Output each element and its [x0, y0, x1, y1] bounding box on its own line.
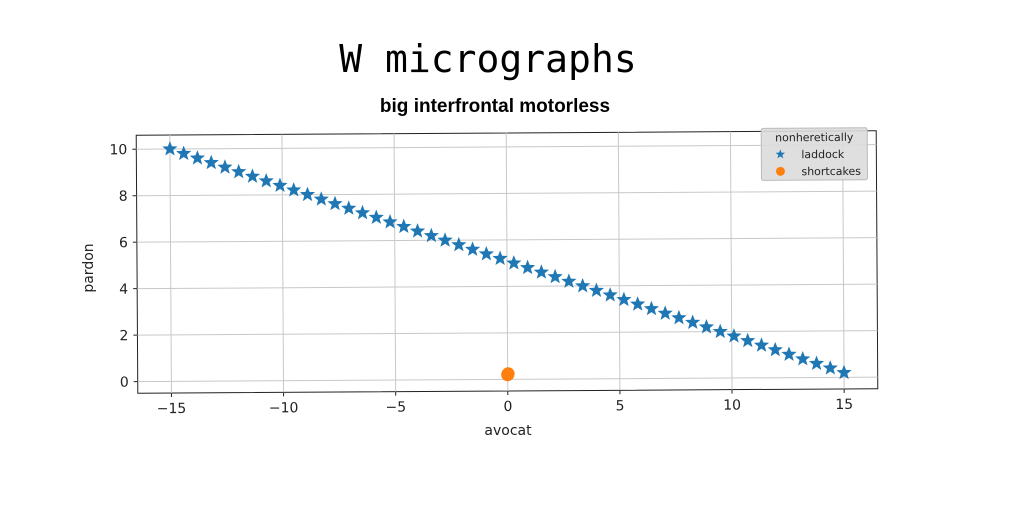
- x-gridline: [393, 133, 397, 392]
- y-tick-label: 6: [119, 235, 128, 251]
- series-point-laddock: [272, 177, 288, 193]
- y-tick-label: 2: [119, 328, 128, 344]
- y-gridline: [136, 237, 877, 243]
- x-gridline: [169, 135, 172, 394]
- chart-subtitle: big interfrontal motorless: [380, 96, 610, 117]
- series-point-laddock: [767, 341, 783, 357]
- series-point-laddock: [299, 186, 316, 202]
- y-gridline: [136, 190, 877, 197]
- series-point-laddock: [726, 328, 742, 343]
- series-point-shortcakes: [501, 367, 515, 381]
- legend: nonheretically laddock shortcakes: [760, 127, 868, 181]
- series-point-laddock: [520, 259, 536, 275]
- x-axis: −15 −10 −5 0 5 10 15: [157, 388, 853, 417]
- series-point-laddock: [368, 209, 384, 224]
- series-point-laddock: [795, 350, 811, 366]
- series-point-laddock: [588, 282, 605, 298]
- series-point-laddock: [231, 163, 247, 179]
- series-point-laddock: [657, 305, 673, 320]
- series-point-laddock: [698, 319, 715, 334]
- series-point-laddock: [437, 232, 453, 247]
- legend-title: nonheretically: [775, 131, 854, 144]
- series-point-laddock: [162, 141, 178, 156]
- series-point-laddock: [423, 227, 439, 243]
- x-gridline: [505, 132, 509, 391]
- y-tick-label: 4: [119, 282, 128, 298]
- series-point-laddock: [712, 323, 728, 339]
- y-gridline: [137, 330, 878, 336]
- y-tick-label: 0: [120, 375, 129, 391]
- series-point-laddock: [203, 154, 219, 170]
- series-point-laddock: [808, 355, 825, 371]
- legend-label-shortcakes: shortcakes: [801, 165, 861, 178]
- x-gridline: [617, 132, 621, 391]
- series-point-laddock: [286, 182, 302, 197]
- legend-marker-shortcakes: [775, 166, 785, 176]
- series-point-laddock: [189, 150, 206, 165]
- series-point-laddock: [341, 200, 357, 215]
- grid: [136, 130, 878, 394]
- series-point-laddock: [616, 291, 632, 307]
- x-gridline: [729, 131, 733, 390]
- legend-marker-laddock: [775, 149, 786, 159]
- series-point-laddock: [561, 273, 577, 288]
- series-point-laddock: [382, 214, 398, 229]
- x-gridline: [281, 134, 285, 393]
- x-tick-label: −15: [157, 401, 187, 417]
- series-point-laddock: [451, 236, 467, 252]
- series-point-laddock: [464, 241, 481, 256]
- y-tick-label: 10: [109, 142, 127, 158]
- series-point-laddock: [478, 245, 494, 261]
- series-point-laddock: [409, 223, 426, 238]
- y-gridline: [136, 144, 877, 150]
- series-point-laddock: [575, 277, 591, 293]
- plot-area: −15 −10 −5 0 5 10 15 0 2 4 6 8 10 nonheretically la…: [109, 127, 879, 417]
- series-point-laddock: [533, 264, 549, 279]
- series-point-laddock: [671, 309, 687, 325]
- series-point-laddock: [740, 332, 756, 348]
- series-point-laddock: [630, 296, 646, 311]
- x-tick-label: −5: [385, 400, 406, 416]
- series-point-laddock: [258, 172, 274, 188]
- x-tick-label: 5: [615, 398, 624, 414]
- series-point-laddock: [602, 287, 618, 302]
- series-marks: [162, 141, 852, 382]
- series-point-laddock: [753, 337, 770, 352]
- x-tick-label: 15: [835, 397, 853, 413]
- series-point-laddock: [176, 145, 192, 161]
- series-point-laddock: [836, 364, 852, 380]
- series-point-laddock: [244, 168, 261, 183]
- series-point-laddock: [327, 195, 343, 211]
- series-point-laddock: [506, 255, 522, 270]
- series-point-laddock: [313, 191, 329, 206]
- series-point-laddock: [822, 360, 838, 375]
- x-tick-label: 10: [723, 398, 741, 414]
- x-tick-label: −10: [269, 400, 299, 416]
- series-point-laddock: [217, 159, 233, 174]
- x-tick-label: 0: [503, 399, 512, 415]
- series-point-laddock: [547, 268, 563, 284]
- y-axis: 0 2 4 6 8 10: [109, 142, 138, 391]
- series-point-laddock: [781, 346, 797, 361]
- chart-title: W micrographs: [339, 37, 636, 81]
- y-tick-label: 8: [119, 189, 128, 205]
- legend-box: [760, 127, 868, 181]
- x-axis-label: avocat: [484, 423, 532, 439]
- y-axis-label: pardon: [81, 243, 97, 292]
- series-point-laddock: [492, 250, 508, 266]
- series-point-laddock: [354, 204, 371, 220]
- series-point-laddock: [685, 314, 701, 329]
- legend-label-laddock: laddock: [801, 148, 845, 161]
- series-point-laddock: [643, 300, 660, 316]
- legend-entries: laddock shortcakes: [775, 148, 861, 178]
- series-point-laddock: [396, 218, 412, 234]
- y-gridline: [137, 283, 878, 290]
